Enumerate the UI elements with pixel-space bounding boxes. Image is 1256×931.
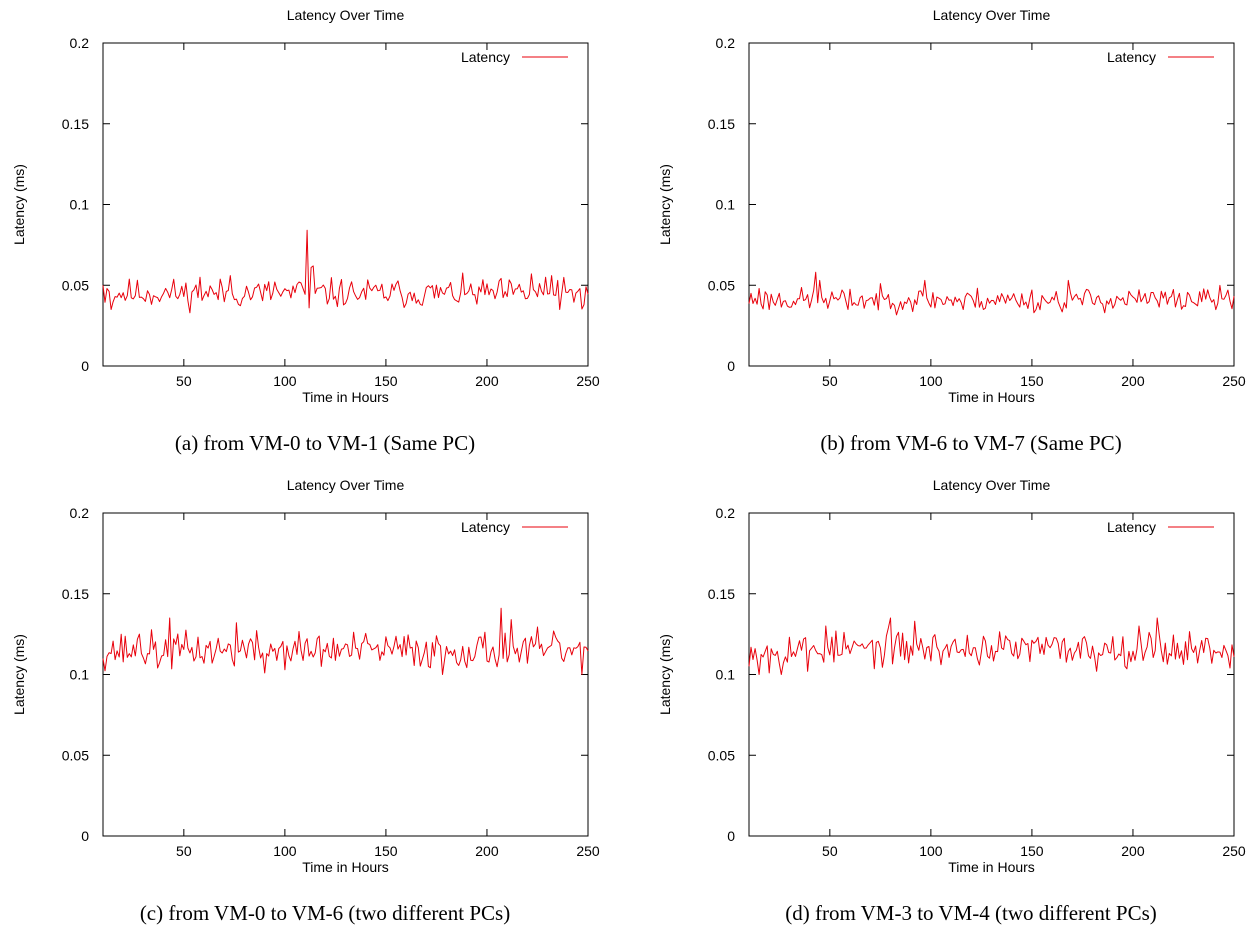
x-tick-label: 200 <box>475 373 499 389</box>
y-tick-label: 0.05 <box>62 747 89 763</box>
y-tick-label: 0.2 <box>716 35 736 51</box>
plot-frame <box>102 42 589 367</box>
x-tick-label: 50 <box>176 373 192 389</box>
x-tick-label: 100 <box>273 373 297 389</box>
x-tick-label: 150 <box>1020 843 1044 859</box>
x-tick-label: 100 <box>919 843 943 859</box>
x-tick-label: 200 <box>1121 373 1145 389</box>
y-tick-label: 0.05 <box>708 747 735 763</box>
plot-frame <box>102 512 589 837</box>
chart-c: Latency Over Time 0 0.05 0.1 0.15 0.2 50 100 150… <box>11 477 600 875</box>
legend-label: Latency <box>1107 519 1156 535</box>
y-tick-label: 0.15 <box>62 116 89 132</box>
x-tick-label: 250 <box>576 843 600 859</box>
legend-label: Latency <box>461 49 510 65</box>
y-tick-label: 0.15 <box>708 586 735 602</box>
y-tick-label: 0.2 <box>716 505 736 521</box>
x-tick-label: 250 <box>576 373 600 389</box>
x-tick-label: 250 <box>1222 843 1246 859</box>
x-axis-label: Time in Hours <box>302 389 389 405</box>
y-axis-label: Latency (ms) <box>11 634 27 715</box>
x-axis-label: Time in Hours <box>302 859 389 875</box>
caption-b: (b) from VM-6 to VM-7 (Same PC) <box>820 431 1122 455</box>
x-tick-label: 50 <box>176 843 192 859</box>
chart-d: Latency Over Time 0 0.05 0.1 0.15 0.2 50 100 150… <box>657 477 1246 875</box>
caption-d: (d) from VM-3 to VM-4 (two different PCs… <box>785 901 1157 925</box>
y-axis-label: Latency (ms) <box>657 634 673 715</box>
x-tick-label: 150 <box>374 843 398 859</box>
series-line-latency <box>102 229 589 314</box>
y-tick-label: 0 <box>727 828 735 844</box>
caption-a: (a) from VM-0 to VM-1 (Same PC) <box>174 431 476 455</box>
chart-a: Latency Over Time 0 0.05 0.1 0.15 0.2 50 100 150… <box>11 7 600 405</box>
y-tick-label: 0.1 <box>70 667 90 683</box>
chart-title: Latency Over Time <box>933 7 1051 23</box>
x-tick-label: 200 <box>1121 843 1145 859</box>
y-axis-label: Latency (ms) <box>657 164 673 245</box>
x-tick-label: 150 <box>1020 373 1044 389</box>
chart-b: Latency Over Time 0 0.05 0.1 0.15 0.2 50 100 150… <box>657 7 1246 405</box>
legend-label: Latency <box>1107 49 1156 65</box>
y-tick-label: 0.15 <box>708 116 735 132</box>
plot-frame <box>748 512 1235 837</box>
x-tick-label: 100 <box>919 373 943 389</box>
x-tick-label: 150 <box>374 373 398 389</box>
caption-c: (c) from VM-0 to VM-6 (two different PCs… <box>139 901 511 925</box>
chart-title: Latency Over Time <box>933 477 1051 493</box>
chart-title: Latency Over Time <box>287 477 405 493</box>
plot-frame <box>748 42 1235 367</box>
x-tick-label: 200 <box>475 843 499 859</box>
x-tick-label: 50 <box>822 373 838 389</box>
x-tick-label: 50 <box>822 843 838 859</box>
x-tick-label: 250 <box>1222 373 1246 389</box>
x-axis-label: Time in Hours <box>948 389 1035 405</box>
series-line-latency <box>102 607 589 675</box>
y-tick-label: 0.1 <box>716 197 736 213</box>
y-tick-label: 0.15 <box>62 586 89 602</box>
legend-label: Latency <box>461 519 510 535</box>
series-line-latency <box>748 617 1235 675</box>
y-tick-label: 0.05 <box>62 277 89 293</box>
y-tick-label: 0.2 <box>70 505 90 521</box>
y-tick-label: 0.1 <box>716 667 736 683</box>
x-axis-label: Time in Hours <box>948 859 1035 875</box>
y-tick-label: 0.05 <box>708 277 735 293</box>
x-tick-label: 100 <box>273 843 297 859</box>
y-tick-label: 0.1 <box>70 197 90 213</box>
y-axis-label: Latency (ms) <box>11 164 27 245</box>
y-tick-label: 0.2 <box>70 35 90 51</box>
y-tick-label: 0 <box>81 828 89 844</box>
series-line-latency <box>748 271 1235 316</box>
y-tick-label: 0 <box>81 358 89 374</box>
y-tick-label: 0 <box>727 358 735 374</box>
chart-title: Latency Over Time <box>287 7 405 23</box>
